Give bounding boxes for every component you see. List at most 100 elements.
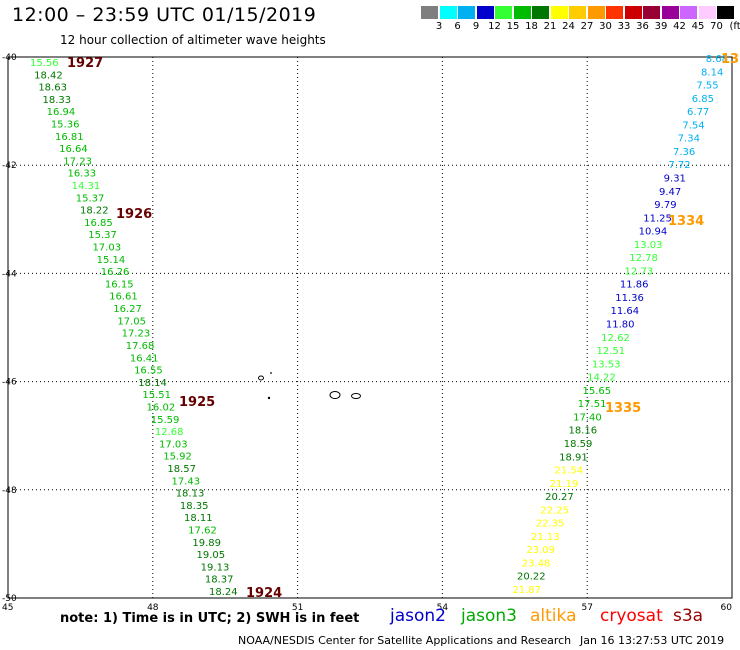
- time-label: 1926: [116, 207, 152, 222]
- swh-value: 16.85: [84, 218, 113, 229]
- scale-label: 21: [543, 21, 557, 32]
- swh-value: 15.92: [163, 452, 192, 463]
- lat-tick-label: -46: [2, 378, 17, 388]
- scale-label: 6: [454, 21, 461, 32]
- swh-value: 15.51: [142, 390, 171, 401]
- swh-value: 18.11: [184, 513, 213, 524]
- scale-label: 9: [472, 21, 480, 32]
- swh-value: 21.19: [550, 479, 579, 490]
- scale-swatch: [569, 6, 586, 19]
- lon-tick-label: 45: [2, 603, 13, 613]
- swh-value: 17.40: [573, 412, 602, 423]
- swh-value: 21.87: [512, 585, 541, 596]
- swh-value: 16.64: [59, 144, 88, 155]
- scale-swatch: [624, 6, 642, 19]
- lat-tick-label: -44: [2, 269, 17, 279]
- swh-value: 9.47: [659, 187, 681, 198]
- swh-value: 22.25: [540, 505, 569, 516]
- time-label: 1925: [179, 395, 215, 410]
- swh-value: 17.03: [92, 243, 121, 254]
- scale-swatch: [476, 6, 494, 19]
- swh-value: 7.55: [696, 81, 718, 92]
- legend-altika: altika: [530, 606, 577, 626]
- swh-value: 11.25: [643, 213, 672, 224]
- island-outline: [329, 391, 341, 399]
- swh-value: 17.05: [117, 316, 146, 327]
- swh-value: 11.64: [611, 306, 640, 317]
- swh-value: 17.23: [63, 156, 92, 167]
- scale-label: 42: [673, 21, 686, 32]
- swh-value: 12.62: [601, 333, 630, 344]
- swh-value: 9.31: [664, 173, 686, 184]
- swh-value: 12.51: [597, 346, 626, 357]
- swh-value: 19.05: [197, 550, 226, 561]
- map-frame: [7, 56, 733, 599]
- swh-value: 16.61: [109, 292, 138, 303]
- swh-value: 7.54: [682, 120, 704, 131]
- scale-swatch: [439, 6, 457, 19]
- legend-s3a: s3a: [673, 606, 704, 626]
- swh-value: 11.80: [606, 320, 635, 331]
- scale-label: 36: [636, 21, 649, 32]
- time-label: 1335: [605, 401, 641, 416]
- swh-value: 14.22: [587, 373, 616, 384]
- map-title: 12:00 – 23:59 UTC 01/15/2019: [12, 4, 317, 26]
- swh-value: 11.86: [620, 280, 649, 291]
- legend-jason2: jason2: [390, 606, 446, 626]
- scale-swatch: [421, 6, 438, 19]
- scale-label: 12: [488, 21, 501, 32]
- swh-value: 16.33: [67, 169, 96, 180]
- lon-tick-label: 48: [147, 603, 159, 613]
- swh-value: 15.56: [30, 58, 59, 69]
- lat-tick-label: -42: [2, 161, 17, 171]
- swh-value: 20.22: [517, 572, 546, 583]
- swh-value: 16.94: [47, 107, 76, 118]
- island-dot: [267, 396, 271, 400]
- legend-cryosat: cryosat: [600, 606, 663, 626]
- swh-value: 18.37: [205, 575, 234, 586]
- scale-label: 18: [525, 21, 538, 32]
- swh-value: 21.54: [554, 466, 583, 477]
- scale-swatch: [513, 6, 531, 19]
- swh-value: 18.63: [38, 83, 67, 94]
- swh-value: 16.15: [105, 279, 134, 290]
- swh-value: 7.36: [673, 147, 695, 158]
- swh-value: 18.42: [34, 70, 63, 81]
- swh-value: 6.77: [687, 107, 709, 118]
- units-note: note: 1) Time is in UTC; 2) SWH is in fe…: [60, 611, 360, 626]
- swh-value: 23.09: [526, 545, 555, 556]
- scale-label: 33: [617, 21, 631, 32]
- lon-tick-label: 54: [437, 603, 449, 613]
- swh-value: 16.02: [147, 402, 176, 413]
- lon-tick-label: 57: [581, 603, 592, 613]
- swh-value: 18.57: [167, 464, 196, 475]
- swh-value: 18.14: [138, 378, 167, 389]
- swh-value: 9.79: [654, 200, 676, 211]
- island-dot: [270, 372, 272, 374]
- swh-value: 12.68: [155, 427, 184, 438]
- swh-value: 15.65: [582, 386, 611, 397]
- scale-label: 39: [654, 21, 668, 32]
- swh-value: 7.34: [678, 134, 700, 145]
- credit-line: NOAA/NESDIS Center for Satellite Applica…: [238, 634, 572, 647]
- scale-label: 45: [691, 21, 705, 32]
- lat-tick-label: -40: [2, 53, 17, 63]
- swh-value: 11.36: [615, 293, 644, 304]
- scale-swatch: [532, 6, 549, 19]
- swh-value: 18.59: [564, 439, 593, 450]
- swh-value: 18.24: [209, 587, 238, 598]
- swh-value: 17.62: [188, 525, 217, 536]
- swh-value: 15.14: [97, 255, 126, 266]
- scale-unit: (ft): [729, 21, 740, 32]
- scale-swatch: [698, 6, 716, 19]
- time-label: 1924: [246, 586, 282, 601]
- swh-value: 18.16: [568, 426, 597, 437]
- time-label: 1927: [67, 56, 103, 71]
- swh-value: 12.73: [625, 266, 654, 277]
- swh-value: 18.91: [559, 452, 588, 463]
- map-subtitle: 12 hour collection of altimeter wave hei…: [60, 33, 326, 47]
- swh-value: 16.27: [113, 304, 142, 315]
- swh-value: 17.68: [126, 341, 155, 352]
